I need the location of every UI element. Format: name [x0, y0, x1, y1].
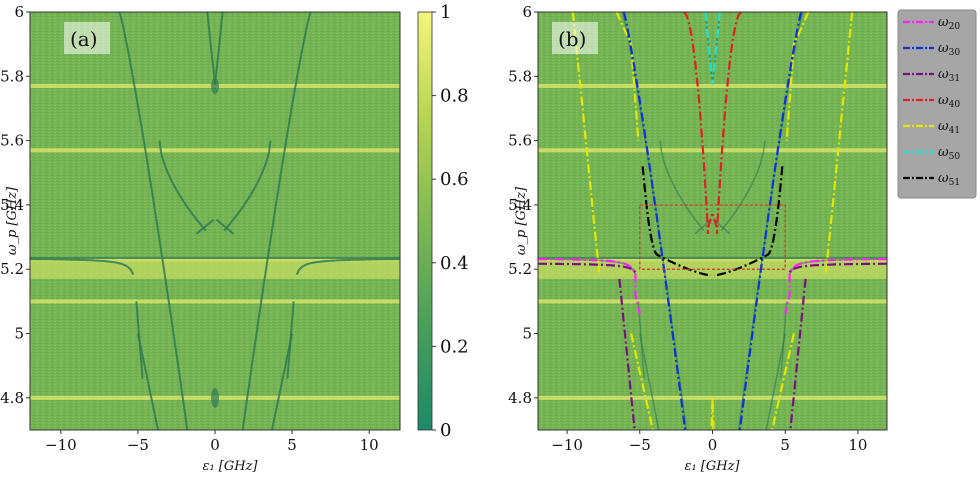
panel-b-fit-ω20 [538, 257, 641, 315]
panel-a-xtick-label: 5 [287, 436, 297, 454]
panel-a-resonance-curve [214, 12, 224, 85]
panel-b-ytick-label: 5.8 [508, 67, 532, 85]
panel-a-ytick-label: 5.4 [0, 196, 24, 214]
colorbar-tick-label: 0.2 [440, 336, 469, 357]
panel-b-xtick-label: −5 [629, 436, 651, 454]
panel-b-resonance-curve [765, 333, 786, 430]
panel-b-fit-ω50 [704, 12, 714, 85]
highlight-box [639, 204, 786, 270]
panel-b: −10 −5 0 5 104.855.25.45.65.86 (b) ε₁ [GHz] … [508, 3, 888, 474]
panel-a-xtick-label: −10 [45, 436, 77, 454]
panel-a-resonance-curve [295, 258, 400, 275]
panel-a-resonance-curve [241, 12, 312, 430]
panel-b-dark-line [538, 256, 887, 259]
panel-a-bright-band [30, 148, 400, 153]
legend-box [897, 9, 977, 199]
panel-b-resonance-curve [639, 333, 660, 430]
panel-b-ytick-label: 4.8 [508, 389, 532, 407]
panel-b-fit-ω50 [711, 12, 721, 85]
colorbar-tick-label: 1 [440, 2, 451, 23]
panel-a-resonance-curve [195, 218, 215, 235]
panel-a-background [30, 12, 400, 430]
panel-b-bright-band [538, 395, 887, 400]
panel-a-label-box [64, 22, 110, 54]
panel-b-fit-ω51 [713, 166, 784, 277]
colorbar-tick-label: 0.4 [440, 253, 469, 274]
panel-b-bright-region [538, 257, 887, 279]
panel-a-xlabel: ε₁ [GHz] [202, 459, 258, 474]
panel-b-xtick-label: 10 [848, 436, 867, 454]
panel-a-bright-region [30, 257, 400, 279]
panel-b-label-box [552, 22, 598, 54]
panel-b-ytick-label: 5.6 [508, 132, 532, 150]
panel-b-bright-band [538, 299, 887, 304]
panel-a-ytick-label: 5.8 [0, 67, 24, 85]
panel-b-fit-ω40 [715, 12, 742, 234]
panel-b-bright-band [538, 83, 887, 88]
panel-b-resonance-curve [720, 140, 766, 232]
panel-b-fit-ω31 [618, 278, 636, 430]
panel-a-dark-line [30, 256, 400, 259]
panel-a-ytick-label: 5.6 [0, 132, 24, 150]
colorbar-tick-label: 0 [440, 420, 451, 441]
panel-b-xtick-label: −10 [551, 436, 583, 454]
panel-a-resonance-curve [215, 218, 235, 235]
panel-b-resonance-curve [659, 140, 705, 232]
panel-b-fit-ω30 [738, 12, 803, 430]
panel-b-ytick-label: 6 [522, 3, 532, 21]
panel-a-ytick-label: 6 [14, 3, 24, 21]
panel-b-ylabel: ω_p [GHz] [514, 186, 529, 255]
panel-b-fit-ω30 [622, 12, 687, 430]
panel-a-xtick-label: 0 [210, 436, 220, 454]
panel-a-ytick-label: 5 [14, 325, 24, 343]
panel-b-fit-ω41 [615, 12, 640, 141]
colorbar-tick-label: 0.8 [440, 86, 469, 107]
colorbar-gradient [417, 11, 433, 431]
colorbar: 0 0.2 0.4 0.6 0.8 1 [417, 2, 469, 441]
panel-b-ytick-label: 5 [522, 325, 532, 343]
panel-b-label: (b) [558, 27, 586, 51]
panel-a-resonance-curve [118, 12, 189, 430]
panel-a-resonance-curve [206, 12, 216, 85]
panel-a-resonance-curve [223, 140, 272, 232]
panel-a-dip [211, 387, 219, 408]
panel-b-fit-ω40 [711, 212, 718, 228]
panel-b-fit-ω41 [630, 333, 655, 430]
panel-b-xtick-label: 5 [780, 436, 790, 454]
panel-a-resonance-curve [30, 258, 135, 275]
panel-a-dip [211, 77, 219, 94]
colorbar-tick-label: 0.6 [440, 169, 469, 190]
panel-a: −10 −5 0 5 104.855.25.45.65.86 (a) ε₁ [GHz] … [0, 3, 401, 474]
panel-a-ylabel: ω_p [GHz] [5, 186, 20, 255]
panel-a-xtick-label: −5 [127, 436, 149, 454]
panel-b-ytick-label: 5.4 [508, 196, 532, 214]
panel-b-fit-ω31 [789, 278, 807, 430]
panel-b-fit-ω20 [784, 257, 887, 315]
panel-b-fit-ω41 [785, 12, 810, 141]
panel-a-label: (a) [70, 27, 98, 51]
panel-b-fit-ω40 [683, 12, 710, 234]
panel-a-resonance-curve [136, 333, 160, 430]
panel-b-ytick-label: 5.2 [508, 260, 532, 278]
panel-a-ytick-label: 5.2 [0, 260, 24, 278]
panel-a-bright-band [30, 299, 400, 304]
panel-a-xtick-label: 10 [360, 436, 379, 454]
panel-a-resonance-curve [270, 333, 294, 430]
panel-b-xlabel: ε₁ [GHz] [684, 459, 740, 474]
panel-b-fit-ω40 [707, 212, 714, 228]
panel-b-fit-ω41 [770, 333, 795, 430]
panel-b-xtick-label: 0 [708, 436, 718, 454]
panel-b-fit-ω51 [641, 166, 712, 277]
panel-a-ytick-label: 4.8 [0, 389, 24, 407]
panel-b-bright-band [538, 148, 887, 153]
panel-a-resonance-curve [158, 140, 207, 232]
